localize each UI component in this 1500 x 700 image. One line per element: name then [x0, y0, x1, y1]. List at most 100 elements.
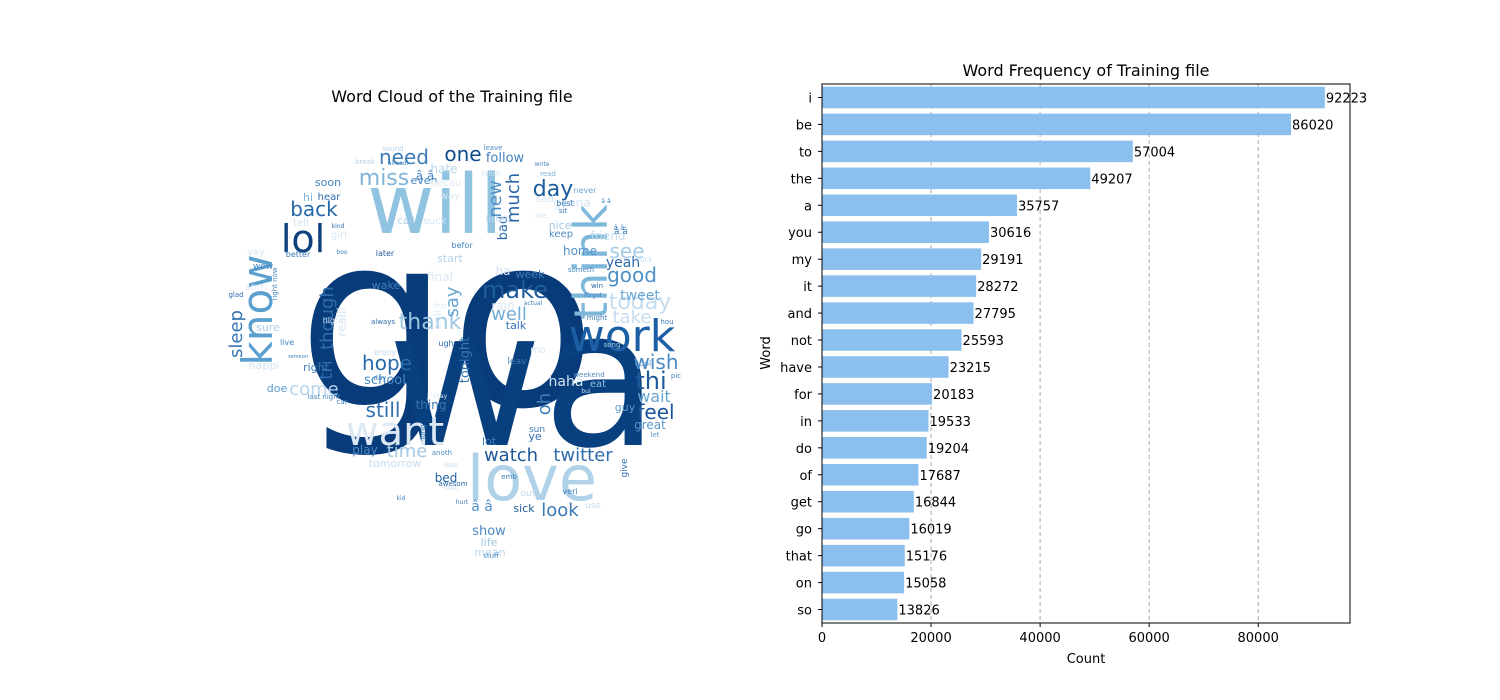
bar-i	[822, 86, 1325, 109]
wordcloud-word: lot	[482, 435, 497, 448]
wordcloud-word: â â	[471, 499, 493, 515]
y-tick-label: and	[788, 307, 812, 322]
bar-value-label: 29191	[982, 253, 1023, 268]
wordcloud-word: lol	[281, 217, 325, 261]
wordcloud-word: sure	[256, 321, 280, 334]
bar-value-label: 49207	[1091, 172, 1132, 187]
wordcloud-word: oh	[534, 393, 555, 415]
wordcloud-word: think	[564, 204, 618, 320]
wordcloud-word: good	[607, 263, 657, 287]
bar-value-label: 25593	[963, 334, 1004, 349]
bar-the	[822, 167, 1091, 190]
wordcloud-word: alreadi	[388, 160, 409, 167]
wordcloud-word: come	[289, 379, 339, 400]
wordcloud-word: sick	[513, 502, 535, 515]
bar-value-label: 35757	[1018, 199, 1059, 214]
bar-value-label: 57004	[1134, 145, 1175, 160]
wordcloud-word: say	[442, 286, 463, 317]
bar-my	[822, 248, 982, 270]
wordcloud-word: day	[374, 374, 387, 382]
wordcloud-word: last night	[308, 393, 341, 401]
wordcloud-word: though	[317, 286, 338, 350]
bar-value-label: 28272	[977, 280, 1018, 295]
wordcloud-word: wa	[387, 269, 659, 490]
wordcloud-word: hear	[318, 192, 342, 203]
wordcloud-word: gonna	[553, 196, 591, 210]
bar-that	[822, 544, 905, 567]
y-tick-label: so	[797, 604, 812, 619]
wordcloud-word: nice	[549, 219, 572, 232]
wordcloud-word: tonight	[458, 337, 473, 384]
bar-value-label: 19204	[928, 442, 969, 457]
wordcloud-word: car	[336, 398, 347, 406]
wordcloud-word: befor	[452, 241, 474, 250]
wordcloud-word: time	[387, 441, 428, 462]
bar-in	[822, 410, 929, 432]
y-tick-label: that	[786, 550, 812, 565]
wordcloud-word: need	[379, 145, 429, 169]
bar-chart-panel: Word Frequency of Training file 92223 860…	[759, 61, 1367, 667]
bar-chart-bars	[822, 86, 1325, 621]
wordcloud-word: happi	[249, 359, 280, 372]
wordcloud-word: sad	[536, 194, 554, 205]
y-tick-label: my	[792, 253, 813, 268]
wordcloud-word: â â	[416, 169, 435, 183]
wordcloud-word: know	[233, 255, 282, 366]
wordcloud-word: awesom	[438, 480, 467, 488]
wordcloud-word: thing	[416, 398, 447, 412]
bar-to	[822, 140, 1133, 163]
bar-a	[822, 194, 1017, 217]
bar-and	[822, 302, 974, 324]
wordcloud-word: sleep	[226, 310, 247, 358]
wordcloud-word: love	[467, 442, 597, 515]
wordcloud-word: becau	[431, 178, 461, 189]
wordcloud-word: someth	[568, 266, 594, 274]
wordcloud-word: â â	[601, 198, 611, 205]
wordcloud-word: right now	[271, 267, 279, 300]
y-tick-label: in	[800, 415, 812, 430]
wordcloud-word: yay	[247, 247, 265, 258]
wordcloud-word: haha	[549, 374, 584, 390]
wordcloud-word: show	[472, 524, 506, 539]
wordcloud-word: suck	[424, 216, 447, 227]
wordcloud-word: mo	[530, 345, 546, 356]
wordcloud-word: take	[613, 307, 652, 328]
wordcloud-word: tweet	[620, 288, 660, 304]
wordcloud-word: still	[366, 398, 401, 422]
wordcloud-word: tell	[293, 218, 309, 229]
wordcloud-word: man	[443, 484, 459, 492]
bar-value-label: 20183	[933, 388, 974, 403]
wordcloud-word: leav	[508, 357, 528, 367]
wordcloud-word: life	[481, 536, 498, 549]
bar-of	[822, 463, 919, 486]
y-tick-label: not	[791, 334, 812, 349]
wordcloud-word: home	[563, 244, 597, 258]
bar-value-label: 23215	[950, 361, 991, 376]
wordcloud-word: school	[364, 373, 406, 388]
x-tick-label: 60000	[1128, 631, 1169, 646]
bar-value-label: 16019	[910, 523, 951, 538]
bar-be	[822, 113, 1292, 136]
wordcloud-word: boo	[336, 249, 347, 256]
wordcloud-word: emb	[501, 473, 517, 481]
y-tick-label: to	[799, 145, 812, 160]
wordcloud-word: out	[521, 489, 536, 499]
x-tick-label: 0	[818, 631, 826, 646]
wordcloud-word: bed	[435, 471, 458, 485]
wordcloud-word: write	[534, 161, 549, 168]
wordcloud-word: tri	[316, 360, 337, 379]
wordcloud-word: win	[591, 282, 603, 290]
wordcloud-word: one	[444, 142, 481, 166]
bar-value-label: 27795	[975, 307, 1016, 322]
y-axis-label: Word	[759, 336, 774, 369]
wordcloud-word: hi	[303, 191, 313, 204]
y-tick-label: of	[799, 469, 812, 484]
wordcloud-word: realli	[335, 307, 349, 336]
wordcloud-word: kid	[397, 495, 406, 502]
wordcloud-word: read	[540, 170, 556, 178]
wordcloud-word: today	[609, 290, 672, 315]
wordcloud-word: look	[541, 500, 579, 521]
bar-value-label: 30616	[990, 226, 1031, 241]
